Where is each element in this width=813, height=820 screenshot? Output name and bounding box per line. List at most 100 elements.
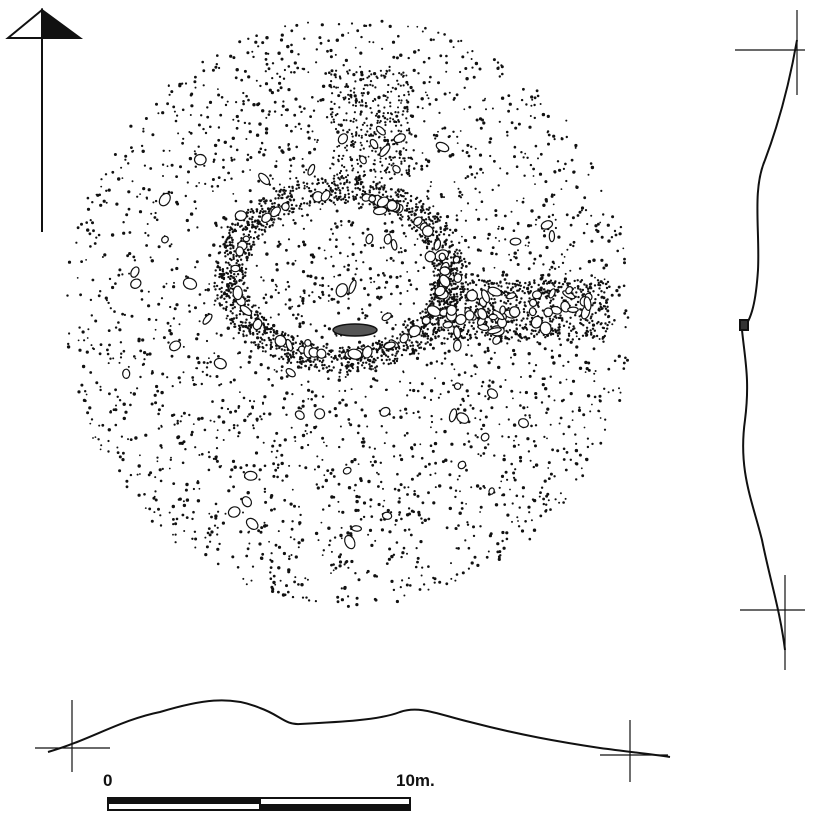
stipple-mark xyxy=(335,334,338,337)
stipple-mark xyxy=(589,410,592,413)
stipple-mark xyxy=(141,149,145,153)
stipple-mark xyxy=(477,392,481,395)
stipple-mark xyxy=(460,252,463,255)
stipple-mark xyxy=(554,218,557,221)
stipple-mark xyxy=(522,286,526,289)
stipple-mark xyxy=(467,344,470,347)
stipple-mark xyxy=(474,147,477,150)
stipple-mark xyxy=(279,188,283,191)
stipple-mark xyxy=(400,555,403,559)
stipple-mark xyxy=(194,546,197,549)
stipple-mark xyxy=(598,394,602,398)
stipple-mark xyxy=(301,164,305,168)
stipple-mark xyxy=(228,296,231,299)
stipple-mark xyxy=(338,371,342,374)
stipple-mark xyxy=(251,220,254,224)
stipple-mark xyxy=(388,69,391,72)
stipple-mark xyxy=(516,516,519,519)
stipple-mark xyxy=(192,487,195,491)
stipple-mark xyxy=(252,424,255,427)
stipple-mark xyxy=(226,249,229,252)
stipple-mark xyxy=(355,180,359,183)
stipple-mark xyxy=(430,420,434,424)
stipple-mark xyxy=(452,282,455,285)
stipple-mark xyxy=(511,282,514,285)
stipple-mark xyxy=(314,276,318,280)
stipple-mark xyxy=(547,215,551,218)
stipple-mark xyxy=(223,178,226,182)
stipple-mark xyxy=(320,521,323,524)
stipple-mark xyxy=(405,343,408,347)
stipple-mark xyxy=(565,451,569,454)
stipple-mark xyxy=(216,54,219,57)
stipple-mark xyxy=(406,83,409,86)
stipple-mark xyxy=(500,480,503,483)
stipple-mark xyxy=(349,369,352,373)
stipple-mark xyxy=(435,360,439,363)
stipple-mark xyxy=(396,472,399,476)
stipple-mark xyxy=(245,583,248,586)
stipple-mark xyxy=(438,580,442,584)
stipple-mark xyxy=(270,217,274,221)
stipple-mark xyxy=(437,262,440,266)
stipple-mark xyxy=(220,406,224,410)
stipple-mark xyxy=(210,185,214,188)
stipple-mark xyxy=(281,406,285,410)
stipple-mark xyxy=(211,68,215,72)
stipple-mark xyxy=(443,126,447,130)
stipple-mark xyxy=(333,196,336,199)
stipple-mark xyxy=(607,239,611,243)
stipple-mark xyxy=(415,203,418,206)
stipple-mark xyxy=(332,475,336,478)
stipple-mark xyxy=(186,181,189,184)
stipple-mark xyxy=(161,404,164,408)
stipple-mark xyxy=(262,441,265,444)
stipple-mark xyxy=(342,63,345,67)
stipple-mark xyxy=(568,322,572,325)
stipple-mark xyxy=(551,260,555,264)
stipple-mark xyxy=(392,162,395,165)
stipple-mark xyxy=(314,425,318,428)
stipple-mark xyxy=(396,357,399,360)
stipple-mark xyxy=(430,426,432,429)
stipple-mark xyxy=(512,397,514,400)
stipple-mark xyxy=(122,451,125,455)
stipple-mark xyxy=(439,193,443,196)
stipple-mark xyxy=(490,297,493,301)
stipple-mark xyxy=(167,84,170,87)
stipple-mark xyxy=(291,305,294,308)
stipple-mark xyxy=(424,236,427,239)
stipple-mark xyxy=(108,392,111,396)
stipple-mark xyxy=(303,37,306,40)
stipple-mark xyxy=(533,334,536,338)
stipple-mark xyxy=(533,279,536,282)
stipple-mark xyxy=(529,459,532,462)
stipple-mark xyxy=(378,339,381,343)
stipple-mark xyxy=(507,320,510,323)
stipple-mark xyxy=(415,162,418,165)
stipple-mark xyxy=(275,160,278,163)
stipple-mark xyxy=(339,368,342,372)
stipple-mark xyxy=(433,441,438,446)
stipple-mark xyxy=(448,288,451,291)
stipple-mark xyxy=(264,52,268,55)
stipple-mark xyxy=(296,365,301,369)
stipple-mark xyxy=(340,537,343,540)
stipple-mark xyxy=(366,569,370,573)
stipple-mark xyxy=(306,578,309,581)
stipple-mark xyxy=(303,107,306,110)
stipple-mark xyxy=(306,358,310,361)
stipple-mark xyxy=(182,503,187,508)
stipple-mark xyxy=(526,311,529,314)
stipple-mark xyxy=(95,381,99,385)
stipple-mark xyxy=(430,288,433,291)
stipple-mark xyxy=(514,256,518,260)
stipple-mark xyxy=(195,185,198,188)
stipple-mark xyxy=(468,321,471,324)
stipple-mark xyxy=(342,96,345,99)
stipple-mark xyxy=(520,151,523,154)
stipple-mark xyxy=(317,246,321,250)
stipple-mark xyxy=(416,25,419,28)
stipple-mark xyxy=(523,301,526,304)
stipple-mark xyxy=(378,95,381,98)
